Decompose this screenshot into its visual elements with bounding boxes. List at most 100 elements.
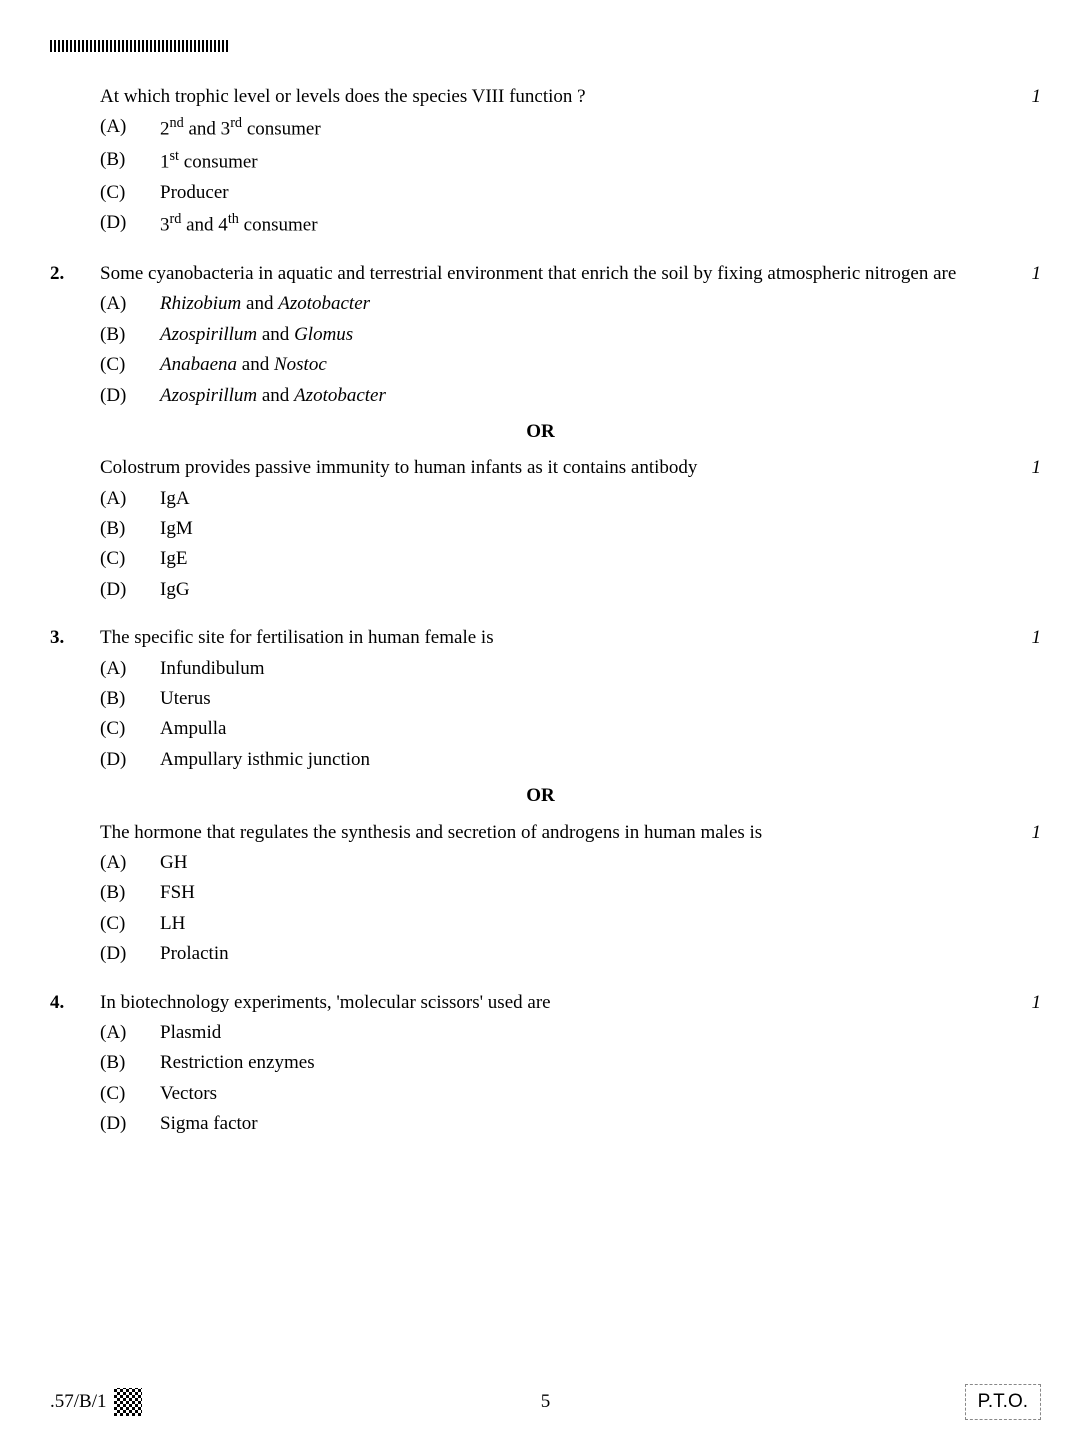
option-text: IgG: [160, 575, 981, 605]
or-separator: OR: [100, 781, 1041, 811]
q2-alt-option-d: (D) IgG: [100, 575, 1041, 605]
option-text: Plasmid: [160, 1018, 981, 1048]
option-text: IgM: [160, 514, 981, 544]
option-label: (D): [100, 208, 160, 241]
option-text: 2nd and 3rd consumer: [160, 112, 981, 145]
q4-option-d: (D) Sigma factor: [100, 1109, 1041, 1139]
option-label: (B): [100, 684, 160, 714]
option-text: 1st consumer: [160, 145, 981, 178]
q2-alt-option-c: (C) IgE: [100, 544, 1041, 574]
q3-alt-option-d: (D) Prolactin: [100, 939, 1041, 969]
q1-option-d: (D) 3rd and 4th consumer: [100, 208, 1041, 241]
option-text: LH: [160, 909, 981, 939]
q4-stem: In biotechnology experiments, 'molecular…: [100, 988, 981, 1018]
option-label: (A): [100, 484, 160, 514]
q4-number: 4.: [50, 988, 100, 1018]
q2-alt-option-a: (A) IgA: [100, 484, 1041, 514]
option-text: Ampullary isthmic junction: [160, 745, 981, 775]
q2-stem: Some cyanobacteria in aquatic and terres…: [100, 259, 981, 289]
q1-option-a: (A) 2nd and 3rd consumer: [100, 112, 1041, 145]
option-label: (A): [100, 289, 160, 319]
q3-option-d: (D) Ampullary isthmic junction: [100, 745, 1041, 775]
q2-alt-option-b: (B) IgM: [100, 514, 1041, 544]
question-4: 4. In biotechnology experiments, 'molecu…: [50, 988, 1041, 1140]
option-label: (C): [100, 544, 160, 574]
option-label: (B): [100, 878, 160, 908]
option-label: (B): [100, 1048, 160, 1078]
option-text: Azospirillum and Azotobacter: [160, 381, 981, 411]
option-label: (B): [100, 514, 160, 544]
option-label: (B): [100, 320, 160, 350]
option-text: Anabaena and Nostoc: [160, 350, 981, 380]
option-text: Azospirillum and Glomus: [160, 320, 981, 350]
question-2: 2. Some cyanobacteria in aquatic and ter…: [50, 259, 1041, 605]
option-label: (C): [100, 350, 160, 380]
option-label: (C): [100, 1079, 160, 1109]
q3-number: 3.: [50, 623, 100, 653]
q3-alt-option-b: (B) FSH: [100, 878, 1041, 908]
q3-stem: The specific site for fertilisation in h…: [100, 623, 981, 653]
option-text: Producer: [160, 178, 981, 208]
pto-label: P.T.O.: [965, 1384, 1041, 1420]
option-text: Prolactin: [160, 939, 981, 969]
q3-alt-option-a: (A) GH: [100, 848, 1041, 878]
option-label: (D): [100, 939, 160, 969]
option-label: (C): [100, 714, 160, 744]
q4-option-b: (B) Restriction enzymes: [100, 1048, 1041, 1078]
option-text: 3rd and 4th consumer: [160, 208, 981, 241]
option-text: Ampulla: [160, 714, 981, 744]
page-footer: .57/B/1 5 P.T.O.: [50, 1384, 1041, 1420]
q2-option-b: (B) Azospirillum and Glomus: [100, 320, 1041, 350]
option-label: (D): [100, 575, 160, 605]
option-label: (A): [100, 848, 160, 878]
qr-code-icon: [114, 1388, 142, 1416]
or-separator: OR: [100, 417, 1041, 447]
option-text: Restriction enzymes: [160, 1048, 981, 1078]
q2-alt-marks: 1: [1011, 453, 1041, 483]
q3-marks: 1: [1011, 623, 1041, 653]
option-label: (A): [100, 654, 160, 684]
option-label: (D): [100, 745, 160, 775]
q2-marks: 1: [1011, 259, 1041, 289]
option-label: (B): [100, 145, 160, 178]
option-label: (A): [100, 1018, 160, 1048]
q2-option-c: (C) Anabaena and Nostoc: [100, 350, 1041, 380]
page-number: 5: [541, 1387, 551, 1417]
footer-left: .57/B/1: [50, 1387, 142, 1417]
option-text: IgA: [160, 484, 981, 514]
q3-option-c: (C) Ampulla: [100, 714, 1041, 744]
q2-option-a: (A) Rhizobium and Azotobacter: [100, 289, 1041, 319]
q1-option-c: (C) Producer: [100, 178, 1041, 208]
q3-alt-option-c: (C) LH: [100, 909, 1041, 939]
option-text: Vectors: [160, 1079, 981, 1109]
q2-option-d: (D) Azospirillum and Azotobacter: [100, 381, 1041, 411]
option-label: (D): [100, 1109, 160, 1139]
q3-alt-marks: 1: [1011, 818, 1041, 848]
option-text: GH: [160, 848, 981, 878]
question-1-continued: At which trophic level or levels does th…: [50, 82, 1041, 241]
question-3: 3. The specific site for fertilisation i…: [50, 623, 1041, 969]
option-label: (D): [100, 381, 160, 411]
paper-code: .57/B/1: [50, 1387, 106, 1417]
q3-option-a: (A) Infundibulum: [100, 654, 1041, 684]
option-text: IgE: [160, 544, 981, 574]
option-text: Infundibulum: [160, 654, 981, 684]
q1-stem: At which trophic level or levels does th…: [100, 82, 981, 112]
option-label: (C): [100, 178, 160, 208]
barcode-strip: [50, 40, 230, 52]
q2-number: 2.: [50, 259, 100, 289]
q1-marks: 1: [1011, 82, 1041, 112]
q4-marks: 1: [1011, 988, 1041, 1018]
q2-alt-stem: Colostrum provides passive immunity to h…: [100, 453, 981, 483]
q3-option-b: (B) Uterus: [100, 684, 1041, 714]
option-label: (A): [100, 112, 160, 145]
option-text: FSH: [160, 878, 981, 908]
option-text: Rhizobium and Azotobacter: [160, 289, 981, 319]
option-text: Uterus: [160, 684, 981, 714]
q4-option-c: (C) Vectors: [100, 1079, 1041, 1109]
option-label: (C): [100, 909, 160, 939]
q1-option-b: (B) 1st consumer: [100, 145, 1041, 178]
q3-alt-stem: The hormone that regulates the synthesis…: [100, 818, 981, 848]
q4-option-a: (A) Plasmid: [100, 1018, 1041, 1048]
option-text: Sigma factor: [160, 1109, 981, 1139]
